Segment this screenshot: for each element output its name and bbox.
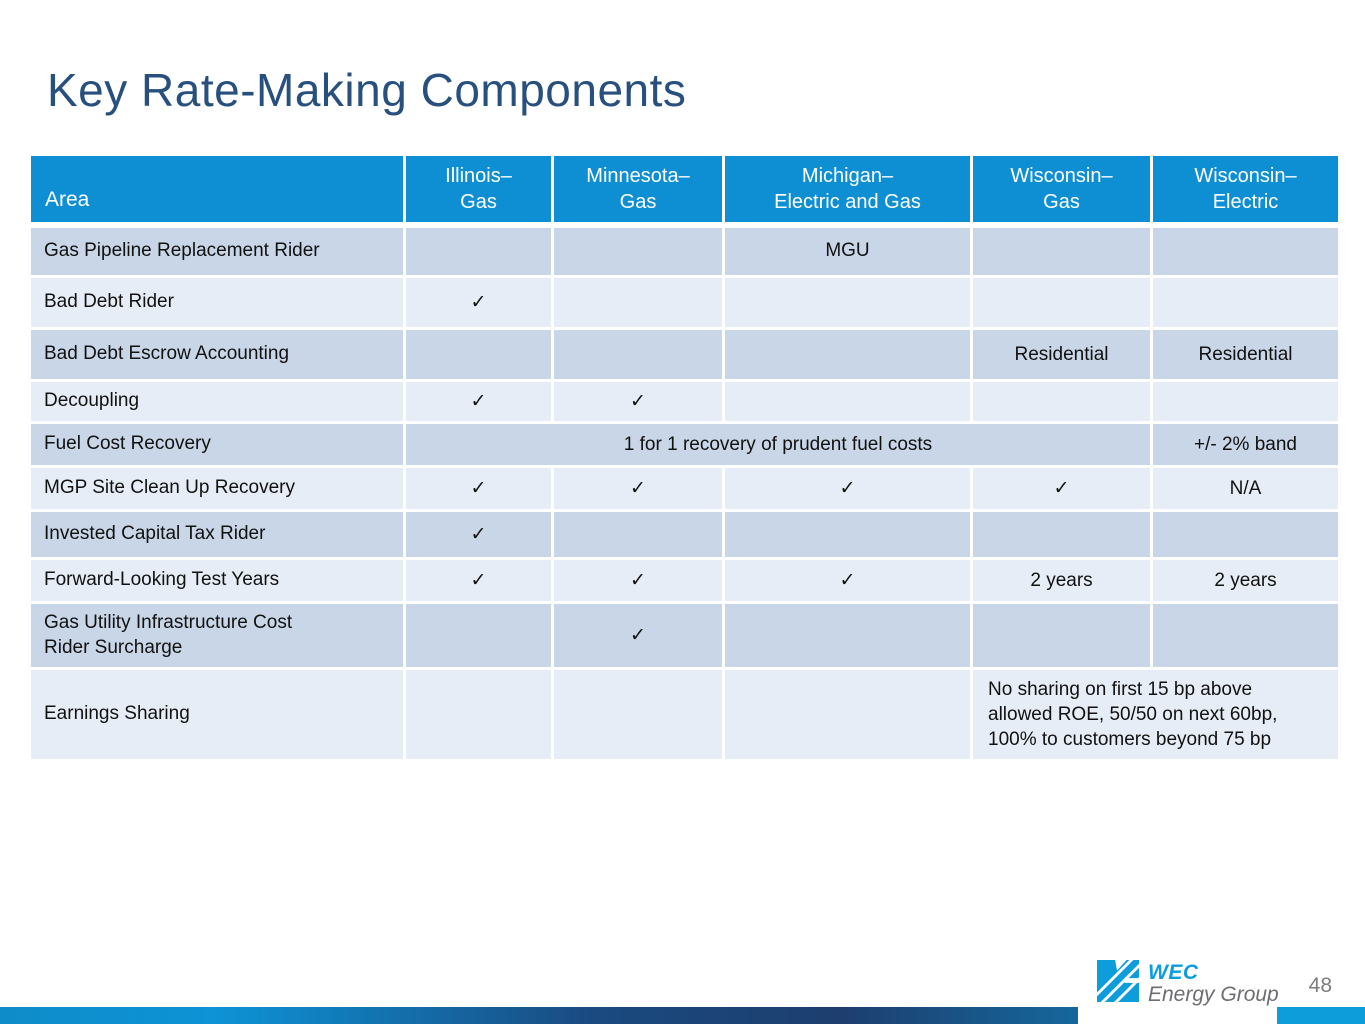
table-row: Decoupling ✓ ✓ xyxy=(28,379,1341,424)
column-header-illinois-gas: Illinois– Gas xyxy=(403,153,554,228)
row-label-cell: Forward-Looking Test Years xyxy=(28,557,406,604)
value-cell xyxy=(1150,509,1341,560)
value-cell xyxy=(970,509,1153,560)
page-title: Key Rate-Making Components xyxy=(47,64,687,116)
checkmark-cell: ✓ xyxy=(551,601,725,670)
footer-gradient-bar xyxy=(0,1007,1078,1024)
value-cell xyxy=(722,509,973,560)
value-cell xyxy=(551,509,725,560)
row-label-cell: Bad Debt Escrow Accounting xyxy=(28,327,406,382)
value-cell xyxy=(551,223,725,278)
table-row: Forward-Looking Test Years ✓ ✓ ✓ 2 years… xyxy=(28,557,1341,604)
value-cell xyxy=(551,275,725,330)
wec-logo-icon xyxy=(1090,957,1150,1013)
table-row: Fuel Cost Recovery 1 for 1 recovery of p… xyxy=(28,421,1341,468)
value-cell xyxy=(970,601,1153,670)
value-cell xyxy=(403,223,554,278)
table-row: Bad Debt Escrow Accounting Residential R… xyxy=(28,327,1341,382)
column-header-wisconsin-gas: Wisconsin– Gas xyxy=(970,153,1153,228)
table-row: Bad Debt Rider ✓ xyxy=(28,275,1341,330)
table-row: MGP Site Clean Up Recovery ✓ ✓ ✓ ✓ N/A xyxy=(28,465,1341,512)
company-logo: WEC Energy Group xyxy=(1090,957,1279,1013)
value-cell xyxy=(403,601,554,670)
value-cell: 2 years xyxy=(1150,557,1341,604)
row-label-cell: Invested Capital Tax Rider xyxy=(28,509,406,560)
value-cell xyxy=(722,327,973,382)
checkmark-cell: ✓ xyxy=(551,465,725,512)
value-cell xyxy=(970,379,1153,424)
checkmark-cell: ✓ xyxy=(970,465,1153,512)
value-cell: Residential xyxy=(970,327,1153,382)
value-cell: N/A xyxy=(1150,465,1341,512)
value-cell: +/- 2% band xyxy=(1150,421,1341,468)
checkmark-cell: ✓ xyxy=(403,509,554,560)
value-cell xyxy=(1150,275,1341,330)
value-cell xyxy=(722,667,973,762)
row-label-cell: Earnings Sharing xyxy=(28,667,406,762)
merged-value-cell: 1 for 1 recovery of prudent fuel costs xyxy=(403,421,1153,468)
checkmark-cell: ✓ xyxy=(403,557,554,604)
value-cell xyxy=(551,327,725,382)
value-cell xyxy=(551,667,725,762)
row-label-cell: MGP Site Clean Up Recovery xyxy=(28,465,406,512)
value-cell xyxy=(722,275,973,330)
value-cell xyxy=(403,667,554,762)
value-cell: 2 years xyxy=(970,557,1153,604)
checkmark-cell: ✓ xyxy=(551,379,725,424)
checkmark-cell: ✓ xyxy=(403,379,554,424)
column-header-area: Area xyxy=(28,153,406,228)
merged-note-cell: No sharing on first 15 bp above allowed … xyxy=(970,667,1341,762)
table-row: Gas Utility Infrastructure Cost Rider Su… xyxy=(28,601,1341,670)
value-cell xyxy=(1150,601,1341,670)
value-cell xyxy=(722,379,973,424)
table-header-row: Area Illinois– Gas Minnesota– Gas Michig… xyxy=(28,153,1341,228)
row-label-cell: Fuel Cost Recovery xyxy=(28,421,406,468)
table-row: Earnings Sharing No sharing on first 15 … xyxy=(28,667,1341,762)
value-cell xyxy=(1150,223,1341,278)
footer-accent-bar xyxy=(1277,1007,1365,1024)
logo-line-wec: WEC xyxy=(1148,961,1199,985)
value-cell: MGU xyxy=(722,223,973,278)
row-label-cell: Bad Debt Rider xyxy=(28,275,406,330)
value-cell xyxy=(970,275,1153,330)
table-row: Invested Capital Tax Rider ✓ xyxy=(28,509,1341,560)
checkmark-cell: ✓ xyxy=(403,275,554,330)
rate-components-table: Area Illinois– Gas Minnesota– Gas Michig… xyxy=(28,153,1341,762)
checkmark-cell: ✓ xyxy=(403,465,554,512)
column-header-minnesota-gas: Minnesota– Gas xyxy=(551,153,725,228)
value-cell xyxy=(403,327,554,382)
checkmark-cell: ✓ xyxy=(722,465,973,512)
checkmark-cell: ✓ xyxy=(551,557,725,604)
column-header-michigan-electric-gas: Michigan– Electric and Gas xyxy=(722,153,973,228)
logo-line-energy-group: Energy Group xyxy=(1148,982,1279,1006)
value-cell xyxy=(1150,379,1341,424)
row-label-cell: Gas Pipeline Replacement Rider xyxy=(28,223,406,278)
value-cell: Residential xyxy=(1150,327,1341,382)
row-label-cell: Decoupling xyxy=(28,379,406,424)
logo-wordmark: WEC Energy Group xyxy=(1148,962,1279,1005)
value-cell xyxy=(970,223,1153,278)
table-row: Gas Pipeline Replacement Rider MGU xyxy=(28,223,1341,278)
value-cell xyxy=(722,601,973,670)
row-label-cell: Gas Utility Infrastructure Cost Rider Su… xyxy=(28,601,406,670)
checkmark-cell: ✓ xyxy=(722,557,973,604)
column-header-wisconsin-electric: Wisconsin– Electric xyxy=(1150,153,1341,228)
page-number: 48 xyxy=(1308,974,1332,997)
